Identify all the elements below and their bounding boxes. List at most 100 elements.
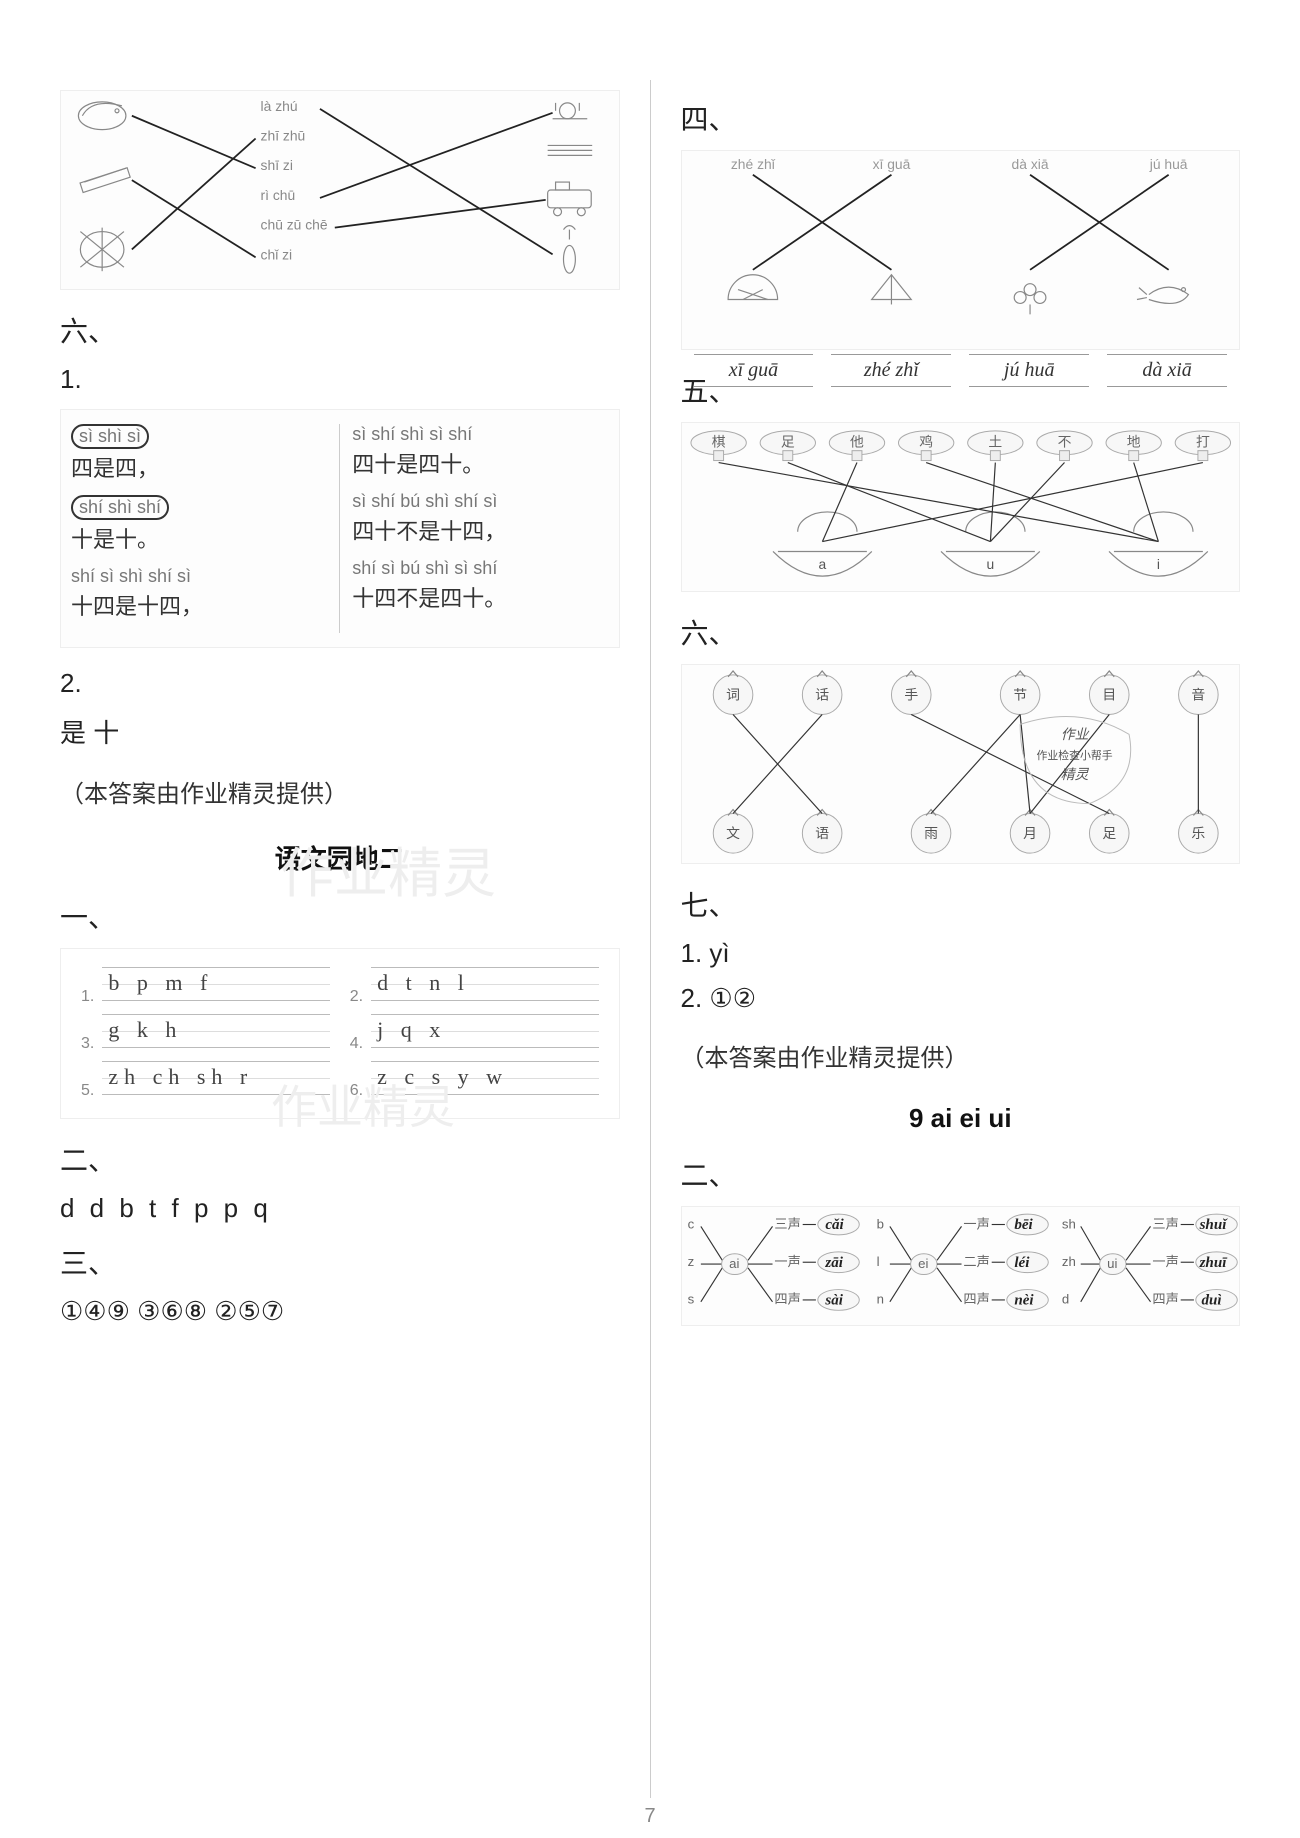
stamp-text: 作业	[1060, 726, 1089, 742]
syllable: sài	[824, 1293, 843, 1309]
tone: 四声	[1152, 1292, 1178, 1307]
syllable-tree: c z s ai 三声 一声 四声	[682, 1207, 861, 1325]
figure-writing-lines: 1.b p m f 2.d t n l 3.g k h 4.j q x 5.zh…	[60, 948, 620, 1119]
figure-col-right: sì shí shì sì shí 四十是四十。 sì shí bú shì s…	[352, 424, 608, 633]
syllable: bēi	[1014, 1217, 1033, 1233]
vowel: ai	[729, 1256, 739, 1271]
syllable: zhuī	[1198, 1255, 1228, 1271]
tomato-label: 手	[904, 687, 918, 703]
caption: xī guā	[694, 354, 814, 387]
basket-label: i	[1156, 556, 1159, 572]
section-heading: 七、	[681, 884, 1241, 924]
tomato-label: 节	[1013, 687, 1027, 703]
vowel: ei	[918, 1256, 928, 1271]
tone: 一声	[774, 1254, 800, 1269]
tone: 二声	[963, 1254, 989, 1269]
tomato-label: 词	[726, 687, 740, 703]
stamp-text: 精灵	[1060, 766, 1089, 782]
pinyin-line: shí sì shì shí sì	[71, 566, 327, 587]
syllable: cǎi	[825, 1217, 844, 1233]
mushroom-label: 他	[850, 434, 864, 450]
credit-text: （本答案由作业精灵提供）	[60, 774, 620, 809]
mushroom-label: 鸡	[919, 434, 933, 450]
hanzi-line: 四十是四十。	[352, 447, 608, 479]
initial: b	[876, 1216, 883, 1231]
initial: zh	[1062, 1254, 1076, 1269]
credit-text: （本答案由作业精灵提供）	[681, 1038, 1241, 1073]
answer-text: 1. yì	[681, 938, 1241, 969]
vertical-divider	[339, 424, 340, 633]
figure-matching-4: zhé zhǐ xī guā dà xiā jú huā xī guā zhé …	[681, 150, 1241, 350]
section-heading: 六、	[60, 310, 620, 350]
tomato-label: 文	[726, 825, 740, 841]
mushroom-label: 打	[1195, 434, 1209, 450]
write-text: j q x	[377, 1017, 446, 1043]
tomato-top-row	[713, 671, 1218, 715]
top-label: zhé zhǐ	[730, 156, 775, 172]
caption: dà xiā	[1107, 354, 1227, 387]
caption: zhé zhǐ	[831, 354, 951, 387]
section-title: 9 ai ei ui	[681, 1103, 1241, 1134]
figure-tongue-twister: sì shì sì 四是四， shí shì shí 十是十。 shí sì s…	[60, 409, 620, 648]
section-heading: 三、	[60, 1242, 620, 1282]
figure-tomato-match: 词 话 手 节 目 音 文 语 雨 月 足	[681, 664, 1241, 864]
figure-mushroom-basket: 棋 足 他 鸡 土 不 地 打 a u i	[681, 422, 1241, 592]
top-label: dà xiā	[1011, 156, 1048, 172]
figure-col-left: sì shì sì 四是四， shí shì shí 十是十。 shí sì s…	[71, 424, 327, 633]
answer-text: 是 十	[60, 713, 620, 750]
tomato-label: 话	[815, 687, 829, 703]
page: là zhú zhī zhū shī zi rì chū chū zū chē …	[0, 0, 1300, 1838]
tone: 四声	[774, 1292, 800, 1307]
syllable: shuǐ	[1198, 1217, 1228, 1233]
answer-text: 2. ①②	[681, 983, 1241, 1014]
initial: d	[1062, 1292, 1069, 1307]
tone: 三声	[774, 1216, 800, 1231]
right-column: 四、 zhé zhǐ xī guā dà xiā jú huā xī guā	[661, 80, 1261, 1798]
mushroom-row	[690, 431, 1230, 461]
tomato-label: 雨	[924, 825, 938, 841]
page-number: 7	[644, 1805, 655, 1828]
column-divider	[650, 80, 651, 1798]
mushroom-label: 地	[1126, 434, 1140, 450]
tomato-label: 月	[1023, 825, 1037, 841]
initial: s	[687, 1292, 694, 1307]
section-heading: 一、	[60, 896, 620, 936]
left-column: là zhú zhī zhū shī zi rì chū chū zū chē …	[40, 80, 640, 1798]
circled-pinyin: sì shì sì	[71, 424, 149, 449]
basket-label: u	[986, 556, 994, 572]
pinyin-label-text: rì chū	[261, 187, 296, 203]
tone: 四声	[963, 1292, 989, 1307]
tone: 三声	[1152, 1216, 1178, 1231]
write-text: g k h	[108, 1017, 182, 1043]
circled-pinyin: shí shì shí	[71, 495, 169, 520]
pinyin-line: sì shí shì sì shí	[352, 424, 608, 445]
initial: sh	[1062, 1216, 1076, 1231]
tone: 一声	[1152, 1254, 1178, 1269]
mushroom-label: 棋	[711, 434, 725, 450]
top-label: xī guā	[872, 156, 910, 172]
syllable-tree: sh zh d ui 三声 一声 四声	[1060, 1207, 1239, 1325]
mushroom-label: 土	[988, 434, 1002, 450]
syllable: zāi	[824, 1255, 843, 1271]
answer-text: ①④⑨ ③⑥⑧ ②⑤⑦	[60, 1296, 620, 1327]
caption: jú huā	[969, 354, 1089, 387]
mushroom-label: 足	[780, 434, 794, 450]
list-number: 2.	[60, 668, 620, 699]
stamp-text: 作业检查小帮手	[1036, 748, 1112, 762]
hanzi-line: 十四不是四十。	[352, 581, 608, 613]
tomato-label: 目	[1102, 687, 1116, 703]
section-heading: 二、	[681, 1154, 1241, 1194]
mushroom-label: 不	[1057, 434, 1071, 450]
hanzi-line: 十四是十四，	[71, 589, 327, 621]
basket-label: a	[818, 556, 826, 572]
figure-syllable-trees: c z s ai 三声 一声 四声	[681, 1206, 1241, 1326]
tomato-label: 乐	[1191, 825, 1205, 841]
write-text: z c s y w	[377, 1064, 508, 1090]
top-label: jú huā	[1148, 156, 1187, 172]
initial: n	[876, 1292, 883, 1307]
write-text: d t n l	[377, 970, 470, 996]
syllable: duì	[1201, 1293, 1221, 1309]
initial: z	[687, 1254, 694, 1269]
pinyin-label-text: shī zi	[261, 157, 293, 173]
tomato-label: 音	[1191, 687, 1205, 703]
